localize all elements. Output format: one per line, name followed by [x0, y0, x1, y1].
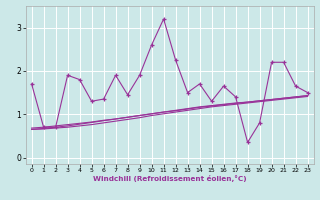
X-axis label: Windchill (Refroidissement éolien,°C): Windchill (Refroidissement éolien,°C)	[93, 175, 246, 182]
